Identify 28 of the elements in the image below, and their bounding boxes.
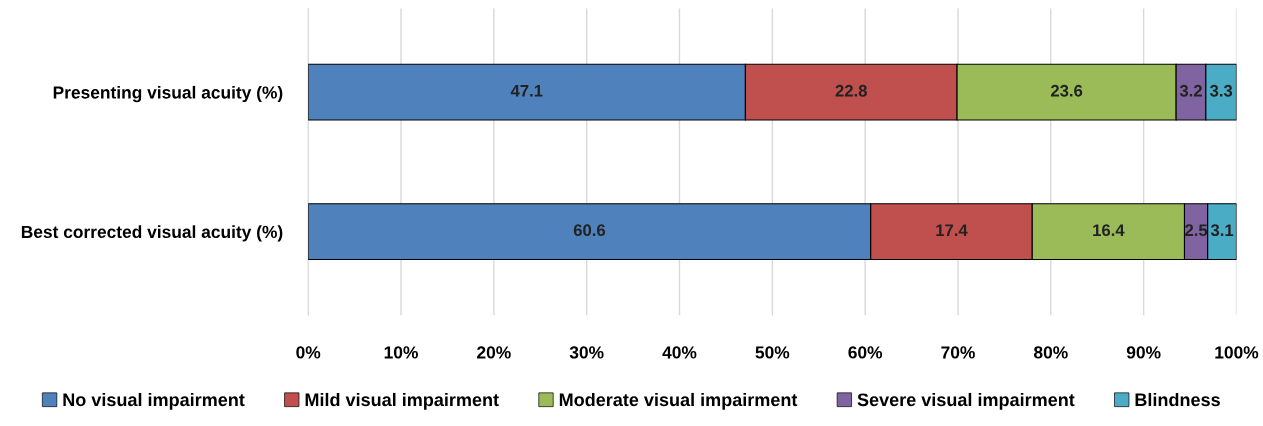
data-label: 47.1 [510, 85, 543, 97]
data-label: 22.8 [835, 84, 867, 97]
data-label: 3.3 [1209, 84, 1233, 97]
x-tick-label: 100% [1215, 346, 1259, 359]
x-tick-label: 50% [755, 346, 790, 359]
x-tick-label: 40% [662, 346, 697, 359]
x-tick-label: 20% [477, 346, 511, 359]
x-tick-label: 90% [1126, 346, 1161, 359]
x-tick-label: 0% [296, 346, 321, 359]
data-label: 3.2 [1179, 84, 1202, 97]
data-label: 60.6 [573, 224, 606, 237]
x-tick-label: 80% [1033, 346, 1068, 359]
data-label: 3.1 [1210, 224, 1234, 237]
legend-label: Severe visual impairment [857, 392, 1075, 410]
x-tick-label: 10% [384, 346, 418, 359]
data-label: 2.5 [1185, 224, 1208, 237]
x-tick-label: 60% [848, 346, 883, 359]
x-tick-label: 30% [569, 346, 604, 359]
y-tick-label: Presenting visual acuity (%) [53, 85, 283, 103]
legend-label: Blindness [1135, 392, 1220, 407]
data-label: 16.4 [1093, 224, 1125, 237]
data-label: 17.4 [936, 224, 968, 236]
legend-label: Mild visual impairment [305, 392, 499, 410]
legend-label: No visual impairment [63, 392, 245, 410]
data-label: 23.6 [1050, 84, 1083, 97]
legend-label: Moderate visual impairment [559, 392, 798, 410]
y-tick-label: Best corrected visual acuity (%) [21, 225, 283, 242]
x-tick-label: 70% [941, 346, 975, 359]
